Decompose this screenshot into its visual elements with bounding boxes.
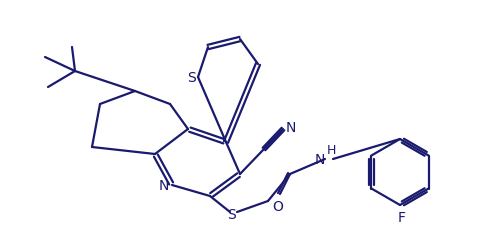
Text: H: H (326, 143, 336, 156)
Text: N: N (159, 178, 169, 192)
Text: F: F (398, 210, 406, 224)
Text: O: O (273, 199, 283, 213)
Text: S: S (187, 71, 195, 85)
Text: N: N (315, 152, 325, 166)
Text: N: N (286, 120, 296, 134)
Text: S: S (228, 207, 236, 221)
